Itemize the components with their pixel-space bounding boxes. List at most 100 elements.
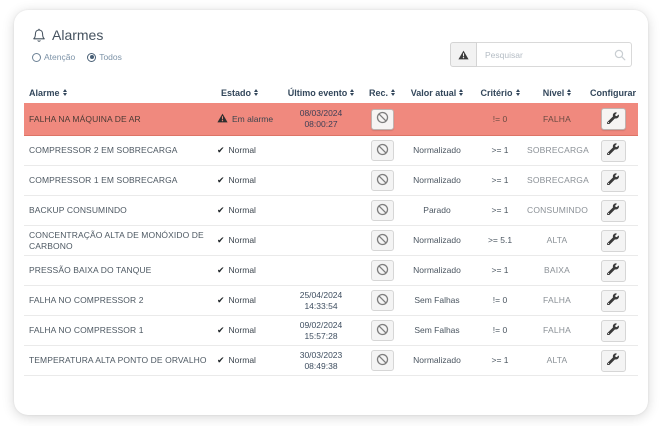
current-value: Parado [423, 205, 451, 216]
acknowledge-button[interactable] [370, 260, 394, 281]
acknowledge-button[interactable] [370, 170, 394, 191]
wrench-icon [607, 293, 619, 308]
ban-circle-icon [376, 323, 389, 339]
table-row: PRESSÃO BAIXA DO TANQUE ✔ Normal Normalizad… [24, 256, 638, 286]
column-header-3[interactable]: Rec. [364, 88, 400, 98]
configure-cell [588, 105, 638, 133]
alarm-name: BACKUP CONSUMINDO [29, 205, 127, 216]
configure-button[interactable] [600, 289, 626, 312]
last-event-timestamp: 09/02/2024 15:57:28 [278, 317, 364, 344]
column-label: Valor atual [410, 87, 457, 98]
event-time: 15:57:28 [304, 330, 338, 341]
configure-button[interactable] [600, 169, 626, 192]
configure-button[interactable] [600, 259, 626, 282]
wrench-icon [607, 353, 619, 368]
table-row: COMPRESSOR 2 EM SOBRECARGA ✔ Normal Normali… [24, 136, 638, 166]
configure-cell [588, 137, 638, 165]
last-event-timestamp: 30/03/2023 08:49:38 [278, 347, 364, 374]
last-event-timestamp [278, 178, 364, 184]
last-event-timestamp [278, 148, 364, 154]
ban-circle-icon [376, 293, 389, 309]
acknowledge-button[interactable] [370, 108, 394, 130]
configure-cell [588, 227, 638, 255]
wrench-icon [607, 143, 619, 158]
sort-icon [350, 89, 355, 96]
configure-cell [588, 287, 638, 315]
search-group [450, 42, 632, 67]
filter-radio-atencao[interactable]: Atenção [32, 52, 75, 62]
current-value: Normalizado [413, 145, 461, 156]
wrench-icon [607, 173, 619, 188]
column-header-0[interactable]: Alarme [24, 88, 216, 98]
radio-icon [87, 52, 97, 62]
alarms-table: Alarme Estado Último evento Rec. Valor atual… [24, 82, 638, 376]
alarm-state: ✔ Normal [216, 232, 278, 249]
sort-icon [254, 89, 259, 96]
configure-button[interactable] [600, 108, 626, 130]
event-time: 08:00:27 [304, 119, 338, 129]
current-value: Normalizado [413, 235, 461, 246]
sort-icon [391, 89, 395, 96]
level: FALHA [543, 295, 571, 306]
configure-button[interactable] [600, 349, 626, 372]
event-date: 08/03/2024 [299, 108, 343, 119]
table-row: CONCENTRAÇÃO ALTA DE MONÓXIDO DE CARBONO… [24, 226, 638, 256]
configure-button[interactable] [600, 199, 626, 222]
check-icon: ✔ [217, 234, 225, 245]
alarm-filter-button[interactable] [450, 42, 477, 67]
filter-radio-todos[interactable]: Todos [87, 52, 122, 62]
configure-button[interactable] [600, 319, 626, 342]
event-date: 25/04/2024 [299, 289, 343, 300]
column-header-5[interactable]: Critério [474, 88, 526, 98]
event-date: 30/03/2023 [299, 349, 343, 360]
acknowledge-button[interactable] [370, 230, 394, 251]
acknowledge-button[interactable] [370, 350, 394, 371]
alarm-state: ✔ Normal [216, 172, 278, 189]
current-value: Sem Falhas [414, 295, 460, 306]
table-header-row: Alarme Estado Último evento Rec. Valor atual… [24, 82, 638, 103]
alarm-name: PRESSÃO BAIXA DO TANQUE [29, 265, 152, 276]
configure-button[interactable] [600, 229, 626, 252]
state-label: Em alarme [232, 113, 274, 124]
alarm-state: ✔ Normal [216, 202, 278, 219]
event-time: 08:49:38 [304, 360, 338, 371]
alarm-name: FALHA NO COMPRESSOR 2 [29, 295, 144, 306]
last-event-timestamp [278, 208, 364, 214]
search-input[interactable] [477, 42, 632, 67]
current-value: Sem Falhas [414, 325, 460, 336]
level: FALHA [543, 113, 571, 124]
level: SOBRECARGA [527, 175, 589, 186]
state-label: Normal [228, 295, 256, 306]
column-header-1[interactable]: Estado [216, 88, 278, 98]
acknowledge-button[interactable] [370, 200, 394, 221]
configure-cell [588, 347, 638, 375]
level: BAIXA [543, 265, 571, 276]
alarm-name: COMPRESSOR 1 EM SOBRECARGA [29, 175, 178, 186]
alarm-name: FALHA NO COMPRESSOR 1 [29, 325, 144, 336]
column-header-6[interactable]: Nível [526, 88, 588, 98]
acknowledge-button[interactable] [370, 290, 394, 311]
rec-cell [364, 137, 400, 164]
current-value: Normalizado [413, 265, 461, 276]
configure-button[interactable] [600, 139, 626, 162]
warning-triangle-icon [217, 113, 228, 126]
wrench-icon [607, 233, 619, 248]
check-icon: ✔ [217, 144, 225, 155]
column-header-2[interactable]: Último evento [278, 88, 364, 98]
criterion: >= 5.1 [487, 235, 513, 246]
check-icon: ✔ [217, 174, 225, 185]
search-box [477, 42, 632, 67]
state-label: Normal [228, 355, 256, 366]
acknowledge-button[interactable] [370, 320, 394, 341]
alarm-state: ✔ Normal [216, 322, 278, 339]
acknowledge-button[interactable] [370, 140, 394, 161]
event-date: 09/02/2024 [299, 319, 343, 330]
last-event-timestamp [278, 268, 364, 274]
wrench-icon [607, 112, 619, 127]
table-row: FALHA NO COMPRESSOR 1 ✔ Normal 09/02/2024 15… [24, 316, 638, 346]
state-label: Normal [228, 145, 256, 156]
column-header-4[interactable]: Valor atual [400, 88, 474, 98]
state-label: Normal [228, 265, 256, 276]
column-label: Critério [480, 87, 513, 98]
search-icon [614, 48, 626, 61]
